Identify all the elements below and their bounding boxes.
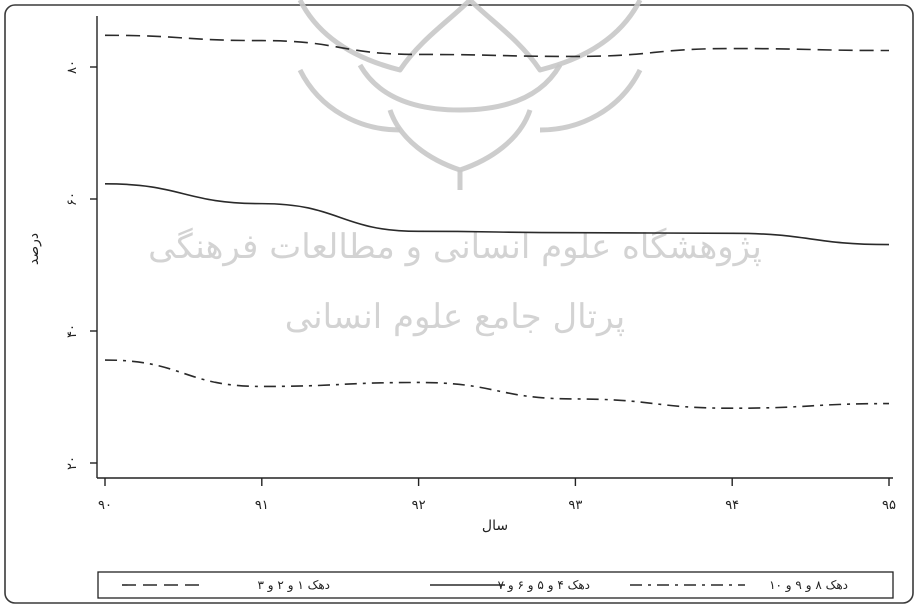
y-tick-label: ۶۰ bbox=[65, 192, 80, 206]
x-tick-label: ۹۲ bbox=[412, 498, 426, 513]
legend-label-3: دهک ۸ و ۹ و ۱۰ bbox=[769, 578, 848, 593]
legend-box bbox=[97, 571, 894, 599]
y-tick-label: ۸۰ bbox=[65, 60, 80, 74]
legend-label-2: دهک ۴ و ۵ و ۶ و ۷ bbox=[498, 578, 590, 593]
x-axis-label: سال bbox=[482, 518, 508, 534]
series-lines bbox=[104, 34, 890, 410]
series-line-3 bbox=[104, 359, 890, 410]
legend-label-1: دهک ۱ و ۲ و ۳ bbox=[258, 578, 330, 593]
x-axis-ticks: ۹۰ ۹۱ ۹۲ ۹۳ ۹۴ ۹۵ bbox=[98, 478, 896, 513]
y-tick-label: ۲۰ bbox=[65, 456, 80, 470]
x-tick-label: ۹۱ bbox=[255, 498, 269, 513]
y-axis-label: درصد bbox=[26, 233, 42, 265]
x-tick-label: ۹۰ bbox=[98, 498, 112, 513]
figure-frame bbox=[4, 4, 914, 604]
watermark-line2: پرتال جامع علوم انسانی bbox=[285, 297, 625, 337]
y-tick-label: ۴۰ bbox=[65, 324, 80, 338]
x-tick-label: ۹۴ bbox=[725, 498, 739, 513]
series-line-1 bbox=[104, 34, 890, 58]
x-tick-label: ۹۳ bbox=[568, 498, 582, 513]
y-axis-ticks: ۲۰ ۴۰ ۶۰ ۸۰ bbox=[65, 60, 97, 470]
x-tick-label: ۹۵ bbox=[882, 498, 896, 513]
series-line-2 bbox=[104, 183, 890, 246]
watermark-emblem bbox=[297, 0, 643, 190]
legend: دهک ۱ و ۲ و ۳ دهک ۴ و ۵ و ۶ و ۷ دهک ۸ و ۹ … bbox=[122, 578, 848, 593]
